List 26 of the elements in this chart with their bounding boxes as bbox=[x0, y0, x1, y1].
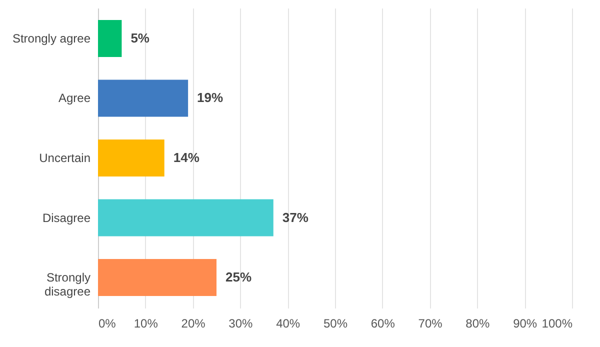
x-tick-label: 60% bbox=[370, 316, 396, 330]
bar bbox=[98, 258, 216, 296]
x-tick-label: 30% bbox=[228, 316, 254, 330]
y-tick-label: Strongly disagree bbox=[44, 270, 91, 299]
data-label: 37% bbox=[282, 210, 309, 225]
x-tick-label: 100% bbox=[542, 316, 573, 330]
x-tick-label: 10% bbox=[134, 316, 158, 330]
bar bbox=[98, 199, 274, 236]
x-tick-label: 50% bbox=[323, 316, 348, 330]
y-tick-label: Strongly agree bbox=[12, 31, 91, 46]
x-tick-label: 70% bbox=[418, 316, 443, 330]
y-tick-label: Uncertain bbox=[39, 151, 90, 165]
x-tick-label: 20% bbox=[181, 316, 206, 330]
y-tick-label: Agree bbox=[58, 91, 91, 106]
x-tick-label: 90% bbox=[513, 316, 538, 330]
data-label: 14% bbox=[173, 150, 200, 165]
bar bbox=[98, 80, 188, 117]
x-tick-label: 80% bbox=[466, 316, 490, 330]
x-tick-label: 40% bbox=[276, 316, 300, 330]
bar bbox=[98, 139, 164, 177]
data-label: 25% bbox=[226, 270, 252, 285]
data-label: 5% bbox=[130, 30, 150, 46]
x-tick-label: 0% bbox=[98, 316, 116, 330]
y-tick-label: Disagree bbox=[42, 210, 91, 225]
bar bbox=[98, 20, 122, 58]
data-label: 19% bbox=[197, 90, 224, 106]
